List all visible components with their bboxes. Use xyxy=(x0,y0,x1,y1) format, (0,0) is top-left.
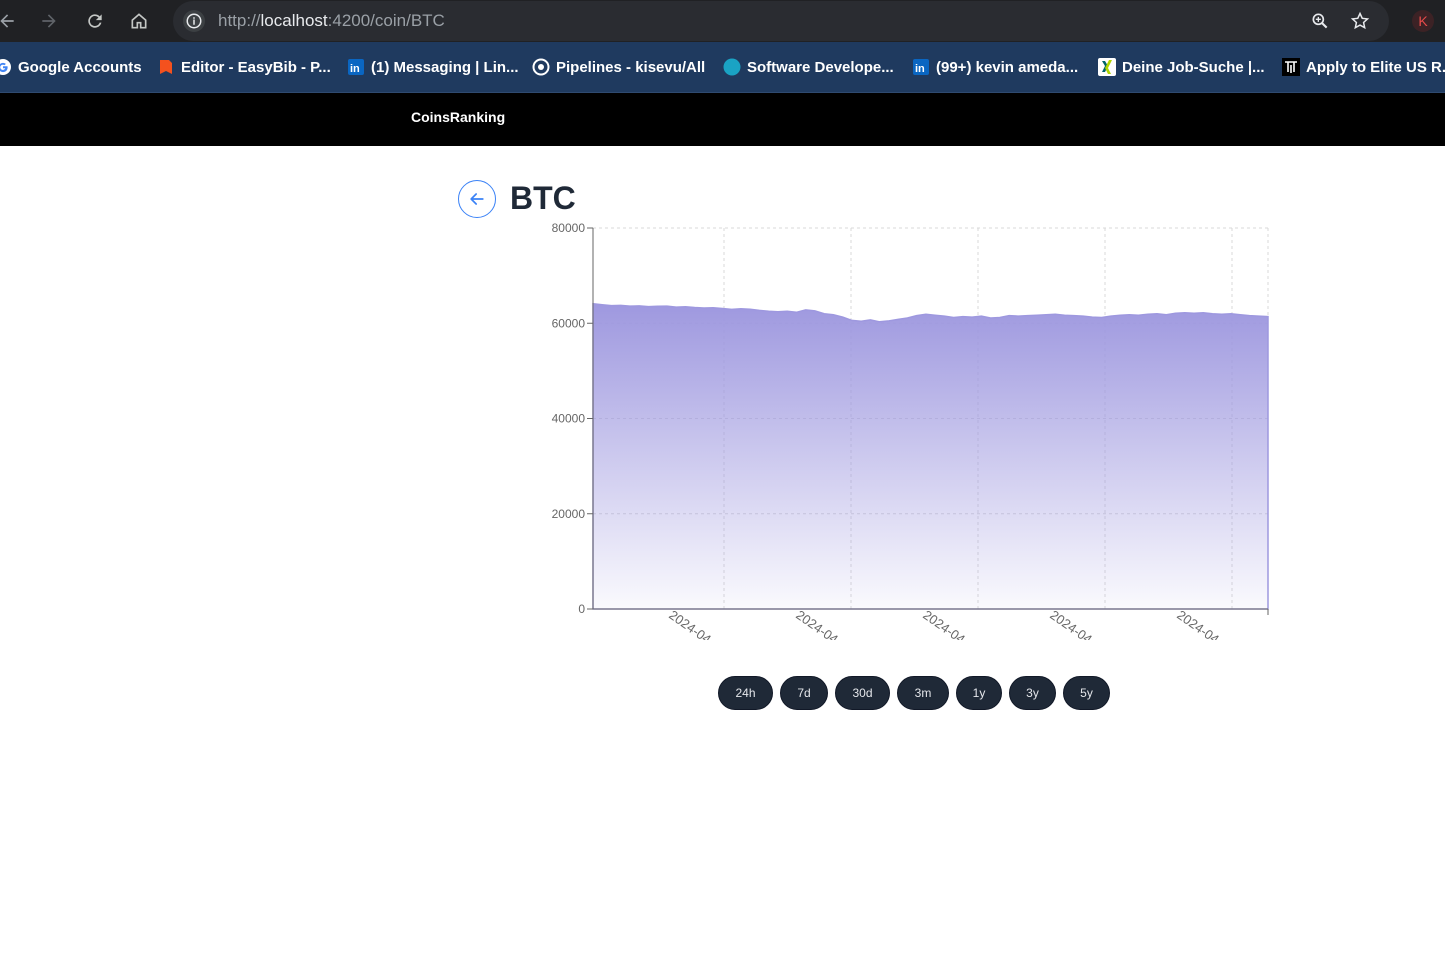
url-host: localhost xyxy=(260,11,328,30)
azure-pipelines-icon xyxy=(532,58,550,76)
turing-icon xyxy=(1282,58,1300,76)
xing-icon xyxy=(1098,58,1116,76)
svg-text:in: in xyxy=(350,63,360,75)
app-navbar: CoinsRanking xyxy=(0,93,1445,146)
url-prefix: http:// xyxy=(218,11,261,30)
bookmark-label: (1) Messaging | Lin... xyxy=(371,58,519,76)
linkedin-icon: in xyxy=(347,58,365,76)
bookmark-star-icon[interactable] xyxy=(1349,10,1371,32)
bookmarks-bar: Google Accounts Editor - EasyBib - P... … xyxy=(0,42,1445,93)
google-icon xyxy=(0,58,12,76)
y-tick-label: 20000 xyxy=(552,507,586,521)
url-text[interactable]: http://localhost:4200/coin/BTC xyxy=(218,11,445,31)
bookmark-item[interactable]: Software Develope... xyxy=(723,56,894,78)
home-icon[interactable] xyxy=(124,6,154,36)
bookmark-item[interactable]: in (1) Messaging | Lin... xyxy=(347,56,519,78)
arrow-left-icon xyxy=(470,193,484,205)
bookmark-label: Editor - EasyBib - P... xyxy=(181,58,331,76)
globe-icon xyxy=(723,58,741,76)
bookmark-item[interactable]: in (99+) kevin ameda... xyxy=(912,56,1078,78)
bookmark-item[interactable]: Google Accounts xyxy=(0,56,142,78)
y-tick-label: 60000 xyxy=(552,316,586,330)
forward-arrow-icon[interactable] xyxy=(34,6,64,36)
y-tick-label: 40000 xyxy=(552,412,586,426)
bookmark-item[interactable]: Editor - EasyBib - P... xyxy=(157,56,331,78)
linkedin-icon: in xyxy=(912,58,930,76)
price-chart-svg: 0 20000 40000 60000 80000 2024-04-17 11:... 20… xyxy=(552,221,1269,676)
y-tick-label: 0 xyxy=(578,602,585,616)
bookmark-item[interactable]: Deine Job-Suche |... xyxy=(1098,56,1265,78)
svg-text:in: in xyxy=(915,63,925,75)
bookmark-item[interactable]: Pipelines - kisevu/All xyxy=(532,56,705,78)
time-range-button-3y[interactable]: 3y xyxy=(1009,676,1056,710)
avatar-letter: K xyxy=(1418,13,1428,29)
x-tick-label: 2024-04-17 15:... xyxy=(793,607,883,640)
x-tick-label: 2024-04-17 11:... xyxy=(666,607,755,640)
site-info-icon[interactable] xyxy=(183,10,205,32)
address-bar[interactable]: http://localhost:4200/coin/BTC xyxy=(173,1,1389,41)
bookmark-label: Pipelines - kisevu/All xyxy=(556,58,706,76)
easybib-icon xyxy=(157,58,175,76)
x-tick-label: 2024-04-17 20:... xyxy=(920,607,1010,640)
price-area-series xyxy=(592,302,1269,610)
time-range-button-24h[interactable]: 24h xyxy=(718,676,773,710)
time-range-button-1y[interactable]: 1y xyxy=(956,676,1002,710)
back-arrow-icon[interactable] xyxy=(0,6,22,36)
page-title: BTC xyxy=(510,180,576,216)
browser-toolbar: http://localhost:4200/coin/BTC K xyxy=(0,0,1445,42)
bookmark-label: Google Accounts xyxy=(18,58,142,76)
time-range-button-5y[interactable]: 5y xyxy=(1063,676,1110,710)
bookmark-label: (99+) kevin ameda... xyxy=(936,58,1079,76)
x-tick-label: 2024-04-18 00:... xyxy=(1047,607,1137,640)
zoom-icon[interactable] xyxy=(1309,10,1331,32)
x-tick-label: 2024-04-18 06:... xyxy=(1174,607,1264,640)
bookmark-label: Apply to Elite US R... xyxy=(1306,58,1445,76)
bookmark-item[interactable]: Apply to Elite US R... xyxy=(1282,56,1445,78)
bookmark-label: Deine Job-Suche |... xyxy=(1122,58,1265,76)
back-button[interactable] xyxy=(458,180,496,218)
reload-icon[interactable] xyxy=(80,6,110,36)
profile-avatar[interactable]: K xyxy=(1412,10,1434,32)
bookmark-label: Software Develope... xyxy=(747,58,894,76)
time-range-button-30d[interactable]: 30d xyxy=(835,676,890,710)
url-path: :4200/coin/BTC xyxy=(327,11,445,30)
y-tick-label: 80000 xyxy=(552,221,586,235)
brand-link[interactable]: CoinsRanking xyxy=(411,109,506,125)
time-range-button-3m[interactable]: 3m xyxy=(897,676,949,710)
price-chart: 0 20000 40000 60000 80000 2024-04-17 11:... 20… xyxy=(540,220,1280,676)
time-range-button-7d[interactable]: 7d xyxy=(780,676,828,710)
